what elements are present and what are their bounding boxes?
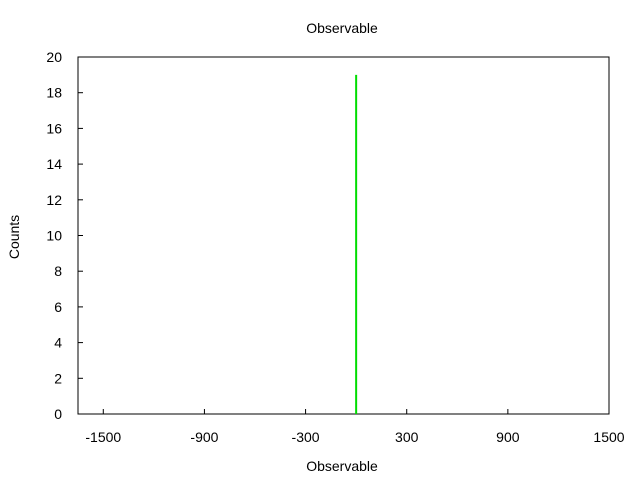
y-tick-label: 6: [54, 299, 62, 315]
y-tick-label: 4: [54, 335, 62, 351]
plot-frame: [77, 56, 610, 415]
y-tick-label: 10: [46, 228, 62, 244]
x-tick-label: 900: [496, 429, 520, 445]
y-tick-label: 14: [46, 156, 62, 172]
y-tick-label: 16: [46, 120, 62, 136]
x-axis-label: Observable: [306, 458, 378, 474]
x-tick-label: 1500: [593, 429, 624, 445]
x-axis: -1500 -900 -300 300 900 1500: [85, 409, 625, 445]
x-tick-label: -300: [292, 429, 320, 445]
y-tick-label: 0: [54, 406, 62, 422]
chart-title: Observable: [306, 20, 378, 36]
y-tick-label: 8: [54, 263, 62, 279]
y-axis-label: Counts: [6, 215, 22, 259]
x-tick-label: -900: [190, 429, 218, 445]
y-tick-label: 18: [46, 85, 62, 101]
y-tick-label: 2: [54, 370, 62, 386]
x-tick-label: 300: [395, 429, 419, 445]
y-tick-label: 12: [46, 192, 62, 208]
y-axis: 0 2 4 6 8 10 12 14 16 18 20: [46, 49, 83, 422]
x-tick-label: -1500: [85, 429, 121, 445]
y-tick-label: 20: [46, 49, 62, 65]
